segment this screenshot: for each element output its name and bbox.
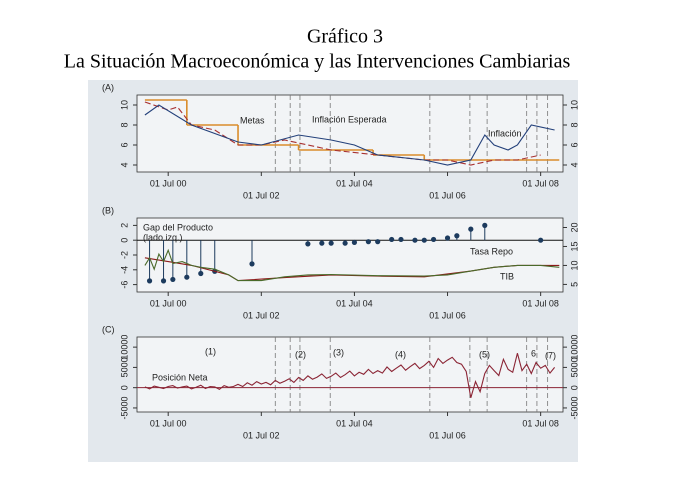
lollipop-point [184, 274, 190, 280]
x-tick-label: 01 Jul 04 [336, 178, 373, 188]
x-tick-label: 01 Jul 06 [429, 430, 466, 440]
panel-label: (C) [102, 324, 115, 334]
lollipop-point [342, 240, 348, 246]
y2-tick-label: 8 [569, 122, 579, 127]
y-tick-label: 2 [119, 223, 129, 228]
x-tick-label: 01 Jul 06 [429, 310, 466, 320]
annotation: 6 [531, 348, 536, 358]
series-line [144, 248, 560, 282]
series-label: Inflación [488, 128, 522, 138]
lollipop-point [305, 241, 311, 247]
annotation: (lado izq.) [143, 232, 183, 242]
y-tick-label: -4 [119, 266, 129, 274]
y-tick-label: -2 [119, 251, 129, 259]
series-label: Inflación Esperada [312, 114, 387, 124]
annotation: (2) [295, 349, 306, 359]
x-tick-label: 01 Jul 02 [243, 430, 280, 440]
plot-area [136, 336, 564, 413]
lollipop-point [389, 236, 395, 243]
lollipop-point [454, 233, 460, 239]
y2-tick-label: 5 [569, 282, 579, 287]
series-label: Gap del Producto [143, 222, 213, 232]
y-tick-label: 10 [119, 100, 129, 110]
figure-title: Gráfico 3 [307, 26, 383, 48]
x-tick-label: 01 Jul 06 [429, 190, 466, 200]
lollipop-point [328, 240, 334, 246]
plot-area [136, 94, 564, 173]
lollipop-point [444, 235, 451, 241]
annotation: (5) [479, 349, 490, 359]
annotation: (4) [395, 349, 406, 359]
lollipop-point [249, 261, 255, 267]
y2-tick-label: -5000 [569, 396, 579, 419]
lollipop-point [351, 239, 358, 246]
figure-subtitle: La Situación Macroeconómica y las Interv… [64, 51, 571, 73]
y2-tick-label: 10 [569, 260, 579, 270]
x-tick-label: 01 Jul 02 [243, 190, 280, 200]
lollipop-point [398, 236, 404, 243]
series-line [144, 101, 541, 166]
series-line [144, 104, 555, 166]
y2-tick-label: 0 [569, 385, 579, 390]
x-tick-label: 01 Jul 00 [150, 178, 187, 188]
plot-area [136, 217, 564, 293]
series-line [144, 353, 556, 398]
lollipop-point [146, 278, 153, 284]
lollipop-point [160, 278, 167, 284]
lollipop-point [198, 270, 204, 277]
lollipop-point [421, 237, 427, 243]
lollipop-point [412, 237, 418, 243]
annotation: (1) [205, 346, 216, 356]
lollipop-point [375, 239, 381, 245]
y-tick-label: -5000 [119, 396, 129, 419]
x-tick-label: 01 Jul 00 [150, 418, 187, 428]
panel-label: (B) [102, 205, 114, 215]
lollipop-point [482, 222, 488, 228]
series-label: Metas [240, 115, 265, 125]
y-tick-label: -6 [119, 281, 129, 289]
y2-tick-label: 5000 [569, 357, 579, 377]
x-tick-label: 01 Jul 08 [522, 418, 559, 428]
y-tick-label: 4 [119, 162, 129, 167]
series-label: Posición Neta [152, 372, 208, 382]
panel-label: (A) [102, 82, 114, 92]
y2-tick-label: 10 [569, 100, 579, 110]
series-label: Tasa Repo [470, 246, 513, 256]
x-tick-label: 01 Jul 04 [336, 418, 373, 428]
annotation: (3) [333, 347, 344, 357]
series-label: TIB [500, 271, 514, 281]
y-tick-label: 0 [119, 385, 129, 390]
lollipop-point [319, 240, 325, 246]
y-tick-label: 8 [119, 122, 129, 127]
lollipop-point [538, 237, 544, 243]
annotation: (7) [545, 350, 556, 360]
x-tick-label: 01 Jul 08 [522, 178, 559, 188]
y-tick-label: 10000 [119, 335, 129, 360]
x-tick-label: 01 Jul 08 [522, 298, 559, 308]
y-tick-label: 0 [119, 238, 129, 243]
y-tick-label: 6 [119, 142, 129, 147]
x-tick-label: 01 Jul 00 [150, 298, 187, 308]
x-tick-label: 01 Jul 02 [243, 310, 280, 320]
x-tick-label: 01 Jul 04 [336, 298, 373, 308]
lollipop-point [365, 239, 371, 245]
y2-tick-label: 10000 [569, 335, 579, 360]
lollipop-point [170, 276, 176, 283]
y2-tick-label: 6 [569, 142, 579, 147]
y2-tick-label: 4 [569, 162, 579, 167]
y-tick-label: 5000 [119, 357, 129, 377]
lollipop-point [430, 236, 437, 243]
y2-tick-label: 15 [569, 241, 579, 251]
y2-tick-label: 20 [569, 222, 579, 232]
lollipop-point [468, 226, 474, 232]
